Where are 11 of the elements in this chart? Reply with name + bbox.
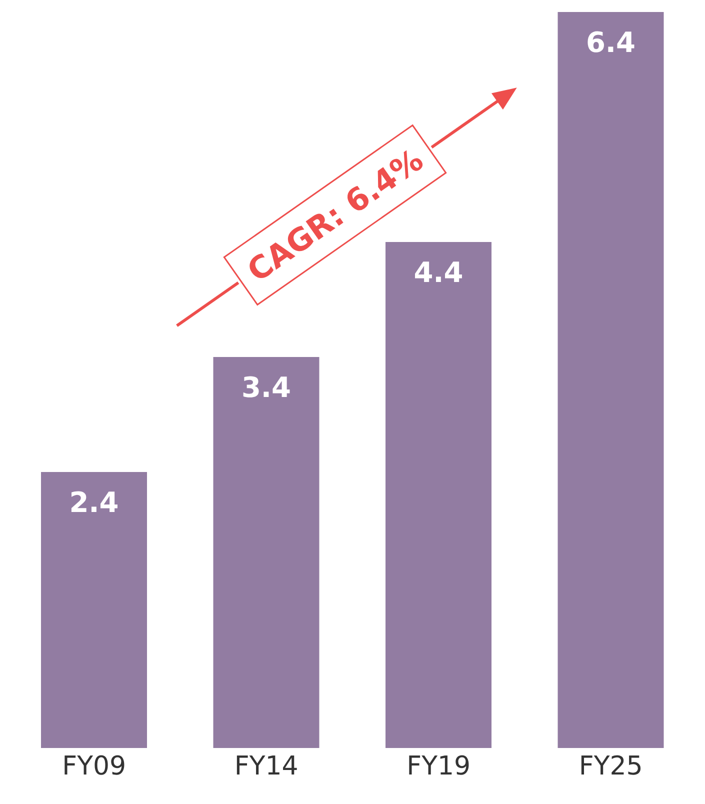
x-tick-label: FY14 (234, 751, 298, 782)
data-label: 4.4 (414, 256, 464, 289)
data-label: 2.4 (69, 486, 119, 519)
data-label: 6.4 (586, 26, 636, 59)
bar (213, 357, 320, 748)
bar (41, 472, 147, 748)
x-tick-label: FY19 (406, 751, 471, 782)
bar (558, 12, 664, 748)
x-tick-label: FY25 (578, 751, 643, 782)
x-tick-label: FY09 (62, 751, 126, 782)
data-label: 3.4 (241, 370, 292, 404)
